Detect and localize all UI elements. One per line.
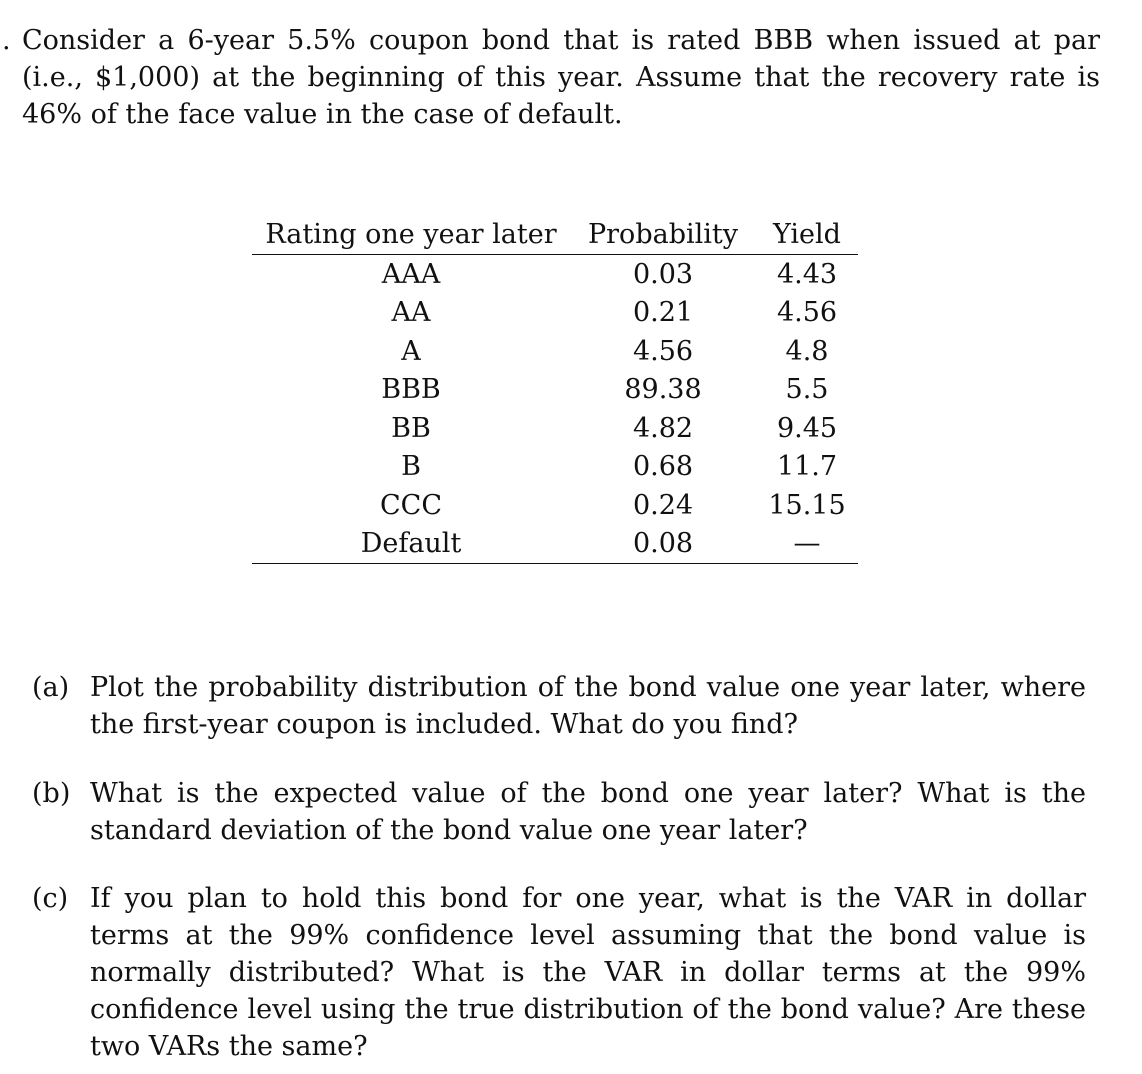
table-row: BB 4.82 9.45 [252,409,858,448]
cell-yield: 15.15 [768,489,846,521]
question-a-text: Plot the probability distribution of the… [90,672,1086,740]
cell-rating: AAA [381,258,441,290]
table-row: A 4.56 4.8 [252,332,858,371]
question-a-label: (a) [32,672,70,703]
cell-rating: BB [391,412,431,444]
rating-transition-table: Rating one year later Probability Yield … [252,214,858,564]
cell-rating: A [401,335,421,367]
question-b: (b) What is the expected value of the bo… [32,775,1086,849]
table-row: AA 0.21 4.56 [252,294,858,333]
cell-yield: 4.8 [785,335,829,367]
table-row: B 0.68 11.7 [252,448,858,487]
cell-rating: BBB [381,374,441,406]
problem-statement: . Consider a 6-year 5.5% coupon bond tha… [0,22,1100,133]
cell-yield: 11.7 [776,451,838,483]
question-c: (c) If you plan to hold this bond for on… [32,880,1086,1065]
rating-transition-table-container: Rating one year later Probability Yield … [252,214,858,564]
cell-rating: Default [252,524,570,564]
cell-probability: 0.68 [632,451,694,483]
cell-yield: 4.43 [776,258,838,290]
cell-yield: 4.56 [776,297,838,329]
cell-probability: 0.08 [570,524,756,564]
cell-yield: 5.5 [785,374,829,406]
question-b-label: (b) [32,778,71,809]
cell-probability: 4.82 [632,412,694,444]
table-row: Default 0.08 — [252,524,858,564]
table-row: BBB 89.38 5.5 [252,371,858,410]
cell-probability: 0.03 [632,258,694,290]
cell-probability: 4.56 [632,335,694,367]
cell-probability: 0.21 [632,297,694,329]
cell-probability: 0.24 [632,489,694,521]
table-row: AAA 0.03 4.43 [252,255,858,294]
question-b-text: What is the expected value of the bond o… [90,778,1086,846]
question-c-text: If you plan to hold this bond for one ye… [90,883,1086,1062]
question-c-label: (c) [32,883,69,914]
cell-rating: CCC [380,489,442,521]
header-rating: Rating one year later [252,214,570,255]
header-yield: Yield [756,214,858,255]
problem-number-marker: . [2,25,11,56]
table-row: CCC 0.24 15.15 [252,486,858,525]
question-a: (a) Plot the probability distribution of… [32,669,1086,743]
problem-text: Consider a 6-year 5.5% coupon bond that … [22,25,1100,130]
header-probability: Probability [570,214,756,255]
table-header-row: Rating one year later Probability Yield [252,214,858,255]
cell-yield: 9.45 [776,412,838,444]
cell-probability: 89.38 [624,374,702,406]
cell-rating: B [401,451,421,483]
cell-yield: — [756,524,858,564]
cell-rating: AA [391,297,431,329]
